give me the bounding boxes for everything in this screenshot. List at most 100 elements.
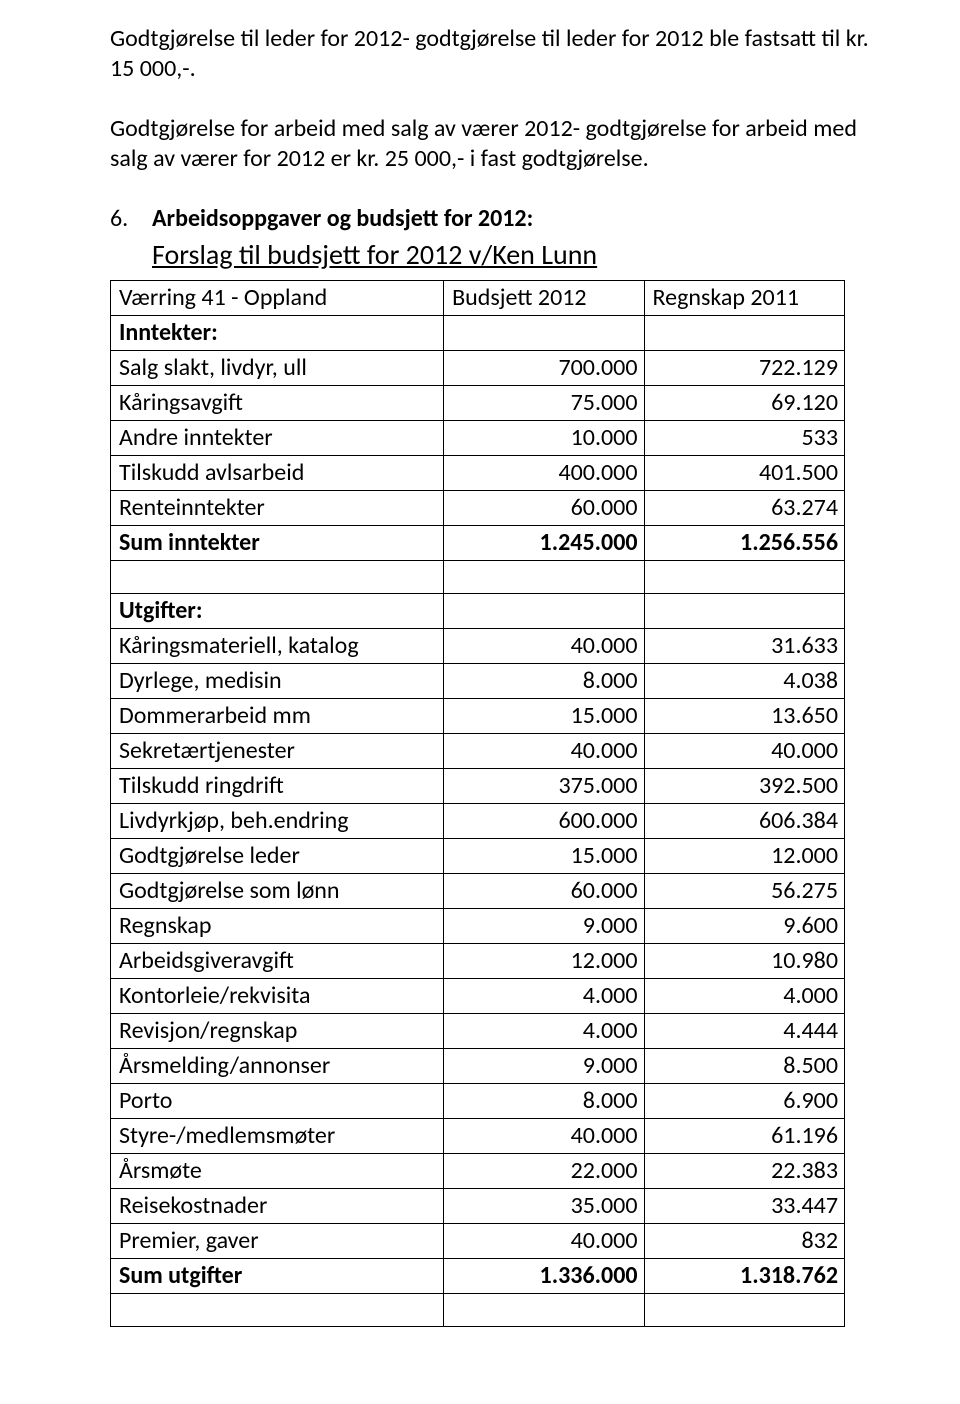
table-row: Årsmøte22.00022.383 — [111, 1153, 845, 1188]
table-cell: Tilskudd avlsarbeid — [111, 455, 444, 490]
table-row: Sum utgifter1.336.0001.318.762 — [111, 1258, 845, 1293]
table-row: Godtgjørelse leder15.00012.000 — [111, 838, 845, 873]
table-cell-empty — [644, 560, 844, 593]
table-cell: 12.000 — [444, 943, 644, 978]
table-cell: Kåringsavgift — [111, 385, 444, 420]
table-cell: 10.980 — [644, 943, 844, 978]
table-header-cell: Værring 41 - Oppland — [111, 280, 444, 315]
table-cell: 533 — [644, 420, 844, 455]
table-cell: Sum inntekter — [111, 525, 444, 560]
table-cell: 4.000 — [444, 1013, 644, 1048]
list-body: Arbeidsoppgaver og budsjett for 2012: Fo… — [152, 204, 880, 280]
table-cell: 40.000 — [444, 1223, 644, 1258]
table-cell-empty — [644, 1293, 844, 1326]
table-cell: 56.275 — [644, 873, 844, 908]
table-cell: 8.000 — [444, 1083, 644, 1118]
paragraph-1: Godtgjørelse til leder for 2012- godtgjø… — [110, 24, 880, 84]
table-row: Porto8.0006.900 — [111, 1083, 845, 1118]
table-cell: 9.000 — [444, 1048, 644, 1083]
table-row: Regnskap9.0009.600 — [111, 908, 845, 943]
table-cell: Kontorleie/rekvisita — [111, 978, 444, 1013]
table-cell-empty — [111, 560, 444, 593]
table-cell: 4.038 — [644, 663, 844, 698]
table-cell: 13.650 — [644, 698, 844, 733]
table-row: Årsmelding/annonser9.0008.500 — [111, 1048, 845, 1083]
table-cell: Sum utgifter — [111, 1258, 444, 1293]
table-row: Premier, gaver40.000832 — [111, 1223, 845, 1258]
table-cell: 600.000 — [444, 803, 644, 838]
table-cell: Årsmelding/annonser — [111, 1048, 444, 1083]
table-row: Dyrlege, medisin8.0004.038 — [111, 663, 845, 698]
table-cell: 6.900 — [644, 1083, 844, 1118]
table-header-cell: Regnskap 2011 — [644, 280, 844, 315]
table-cell: 832 — [644, 1223, 844, 1258]
table-row: Utgifter: — [111, 593, 845, 628]
table-cell: 61.196 — [644, 1118, 844, 1153]
table-cell: Andre inntekter — [111, 420, 444, 455]
table-cell: 1.245.000 — [444, 525, 644, 560]
table-cell: 1.256.556 — [644, 525, 844, 560]
table-cell: 60.000 — [444, 873, 644, 908]
table-cell: 12.000 — [644, 838, 844, 873]
table-cell: 33.447 — [644, 1188, 844, 1223]
table-cell: 60.000 — [444, 490, 644, 525]
table-header-row: Værring 41 - OpplandBudsjett 2012Regnska… — [111, 280, 845, 315]
table-row: Arbeidsgiveravgift12.00010.980 — [111, 943, 845, 978]
table-cell: Sekretærtjenester — [111, 733, 444, 768]
table-cell: Dyrlege, medisin — [111, 663, 444, 698]
table-row: Styre-/medlemsmøter40.00061.196 — [111, 1118, 845, 1153]
table-row: Revisjon/regnskap4.0004.444 — [111, 1013, 845, 1048]
table-cell: 4.000 — [644, 978, 844, 1013]
table-cell — [644, 593, 844, 628]
table-row: Inntekter: — [111, 315, 845, 350]
table-cell — [644, 315, 844, 350]
table-cell: Styre-/medlemsmøter — [111, 1118, 444, 1153]
budget-table: Værring 41 - OpplandBudsjett 2012Regnska… — [110, 280, 845, 1327]
table-cell-empty — [444, 1293, 644, 1326]
table-cell: 401.500 — [644, 455, 844, 490]
table-cell: Tilskudd ringdrift — [111, 768, 444, 803]
table-cell: Kåringsmateriell, katalog — [111, 628, 444, 663]
table-row: Tilskudd avlsarbeid400.000401.500 — [111, 455, 845, 490]
table-row: Godtgjørelse som lønn60.00056.275 — [111, 873, 845, 908]
table-cell: Porto — [111, 1083, 444, 1118]
table-cell: 375.000 — [444, 768, 644, 803]
table-cell-empty — [111, 1293, 444, 1326]
table-row: Sekretærtjenester40.00040.000 — [111, 733, 845, 768]
section-subtitle: Forslag til budsjett for 2012 v/Ken Lunn — [152, 236, 880, 274]
table-cell: Godtgjørelse leder — [111, 838, 444, 873]
list-marker: 6. — [110, 204, 152, 280]
table-cell: Utgifter: — [111, 593, 444, 628]
table-cell-empty — [444, 560, 644, 593]
table-cell: Arbeidsgiveravgift — [111, 943, 444, 978]
table-cell: 31.633 — [644, 628, 844, 663]
table-cell: Årsmøte — [111, 1153, 444, 1188]
table-row — [111, 560, 845, 593]
table-cell: Revisjon/regnskap — [111, 1013, 444, 1048]
table-cell: 75.000 — [444, 385, 644, 420]
table-cell — [444, 593, 644, 628]
table-cell: Renteinntekter — [111, 490, 444, 525]
table-cell: 35.000 — [444, 1188, 644, 1223]
section-6: 6. Arbeidsoppgaver og budsjett for 2012:… — [110, 204, 880, 280]
table-cell: 9.600 — [644, 908, 844, 943]
table-cell: Livdyrkjøp, beh.endring — [111, 803, 444, 838]
table-row: Tilskudd ringdrift375.000392.500 — [111, 768, 845, 803]
table-cell: 606.384 — [644, 803, 844, 838]
table-row: Salg slakt, livdyr, ull700.000722.129 — [111, 350, 845, 385]
table-row: Kontorleie/rekvisita4.0004.000 — [111, 978, 845, 1013]
table-cell: 722.129 — [644, 350, 844, 385]
table-row: Reisekostnader35.00033.447 — [111, 1188, 845, 1223]
table-cell: Salg slakt, livdyr, ull — [111, 350, 444, 385]
table-cell: Premier, gaver — [111, 1223, 444, 1258]
table-cell: 400.000 — [444, 455, 644, 490]
table-row: Livdyrkjøp, beh.endring600.000606.384 — [111, 803, 845, 838]
table-cell: Inntekter: — [111, 315, 444, 350]
document-page: Godtgjørelse til leder for 2012- godtgjø… — [0, 0, 960, 1367]
table-cell: 8.500 — [644, 1048, 844, 1083]
table-cell: 392.500 — [644, 768, 844, 803]
table-cell: Regnskap — [111, 908, 444, 943]
table-cell: 15.000 — [444, 838, 644, 873]
table-row: Kåringsmateriell, katalog40.00031.633 — [111, 628, 845, 663]
table-cell: 40.000 — [644, 733, 844, 768]
